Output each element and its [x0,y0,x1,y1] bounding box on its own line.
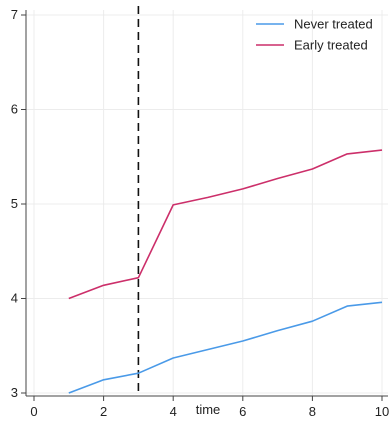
legend-label: Early treated [294,38,368,53]
x-tick-label: 2 [100,404,107,419]
x-tick-label: 10 [375,404,389,419]
series-lines [68,149,383,394]
series-line-early-treated [68,149,383,300]
y-tick-label: 4 [11,291,18,306]
legend: Never treated Early treated [256,17,373,53]
grid-lines [26,10,388,396]
series-line-never-treated [68,301,383,394]
x-tick-label: 8 [309,404,316,419]
x-axis-title: time [196,402,221,417]
axes: 3 4 5 6 7 0 2 4 6 8 10 [11,6,389,419]
y-tick-label: 3 [11,385,18,400]
y-tick-label: 6 [11,102,18,117]
x-tick-label: 0 [30,404,37,419]
x-tick-label: 4 [170,404,177,419]
legend-label: Never treated [294,17,373,32]
y-tick-label: 5 [11,196,18,211]
x-tick-label: 6 [239,404,246,419]
y-tick-label: 7 [11,7,18,22]
